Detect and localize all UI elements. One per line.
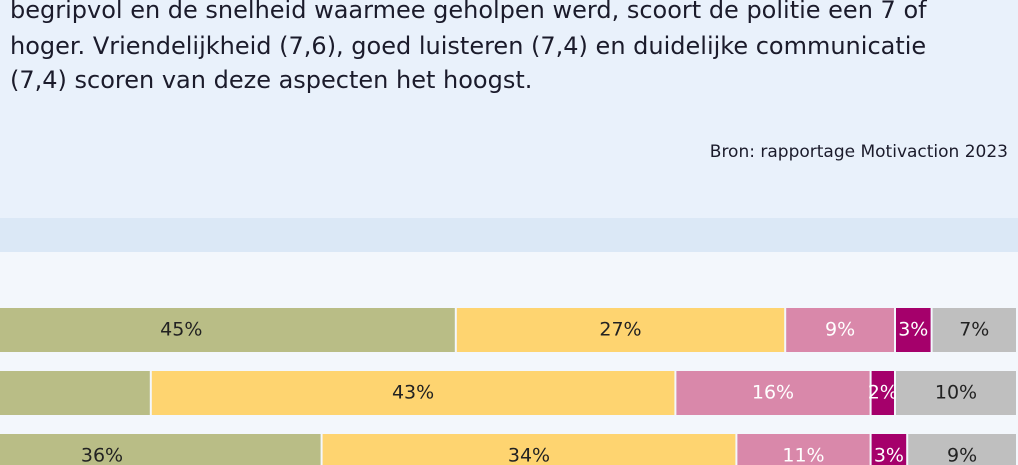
bar-segment [0,371,150,415]
bar-segment [737,434,870,465]
paragraph-line: hoger. Vriendelijkheid (7,6), goed luist… [10,32,926,60]
bar-segment [932,308,1016,352]
bar-segment [151,371,675,415]
data-label: 43% [392,382,434,404]
data-label: 7% [959,319,989,341]
bar-segment [322,434,736,465]
chart: 45% 27% 9% 3% 7% 43% 16% 2% 10% 36% 34% 11% 3% 9% [0,308,1016,465]
source: Bron: rapportage Motivaction 2023 [710,142,1008,162]
data-label: 2% [868,382,898,404]
bar-segment [676,371,870,415]
data-label: 9% [947,445,977,465]
paragraph-line: (7,4) scoren van deze aspecten het hoogs… [10,66,532,94]
bar-segment [0,308,455,352]
bar-segment [0,434,321,465]
data-label: 27% [599,319,641,341]
data-label: 9% [825,319,855,341]
bar-segment [896,371,1016,415]
data-label: 16% [752,382,794,404]
band [0,218,1018,252]
bar-segment [908,434,1016,465]
bar-segment [871,434,907,465]
intro-panel [0,0,1018,218]
data-label: 11% [782,445,824,465]
bar-segment [786,308,894,352]
data-label: 36% [81,445,123,465]
bar-segment [456,308,785,352]
data-label: 10% [935,382,977,404]
data-label: 3% [898,319,928,341]
data-label: 34% [508,445,550,465]
data-label: 45% [160,319,202,341]
bar-segment [896,308,931,352]
paragraph-line: begripvol en de snelheid waarmee geholpe… [10,0,927,24]
bar-segment [871,371,894,415]
data-label: 3% [874,445,904,465]
